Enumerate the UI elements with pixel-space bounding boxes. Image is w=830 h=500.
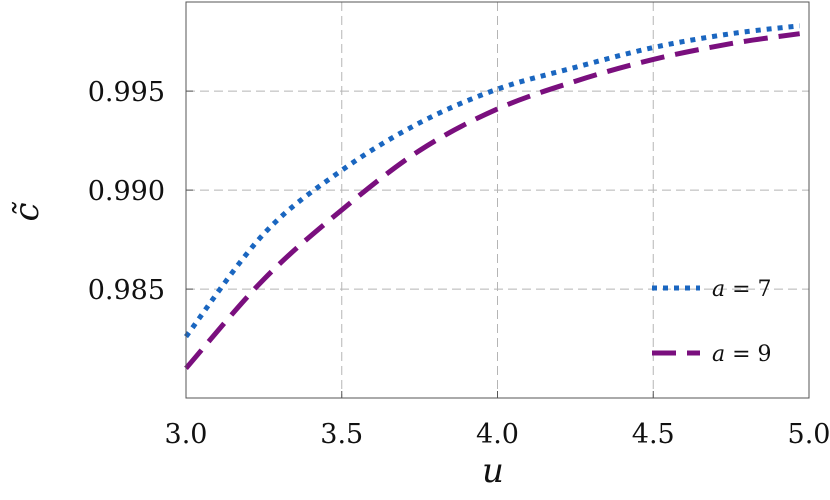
legend-label-2: a = 9 [712, 342, 772, 367]
x-tick-label: 5.0 [788, 419, 830, 450]
grid [186, 2, 809, 398]
y-tick-label: 0.985 [88, 275, 165, 306]
x-tick-label: 3.5 [320, 419, 363, 450]
x-tick-label: 4.0 [476, 419, 519, 450]
series-line-1 [184, 23, 800, 339]
legend-label-1: a = 7 [712, 277, 772, 302]
plot-area [184, 23, 801, 370]
y-axis-label: c̃ [7, 201, 47, 222]
series-line-2 [184, 31, 801, 370]
x-tick-label: 4.5 [632, 419, 675, 450]
y-tick-label: 0.990 [88, 176, 165, 207]
legend: a = 7 a = 9 [652, 277, 772, 367]
x-tick-label: 3.0 [165, 419, 208, 450]
x-axis-label: u [482, 451, 504, 491]
y-tick-label: 0.995 [88, 77, 165, 108]
axis-ticks: 3.0 3.5 4.0 4.5 5.0 0.985 0.990 0.995 [88, 77, 830, 450]
